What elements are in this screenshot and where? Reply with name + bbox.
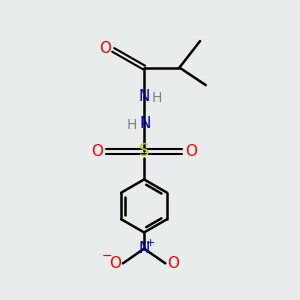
Text: −: − [101,250,112,262]
Text: O: O [99,41,111,56]
Text: S: S [139,142,149,160]
Text: O: O [91,144,103,159]
Text: N: N [138,241,150,256]
Text: N: N [140,116,151,131]
Text: N: N [138,89,150,104]
Text: O: O [109,256,121,271]
Text: H: H [127,118,137,132]
Text: +: + [146,238,155,248]
Text: H: H [151,92,162,106]
Text: O: O [185,144,197,159]
Text: O: O [168,256,180,271]
